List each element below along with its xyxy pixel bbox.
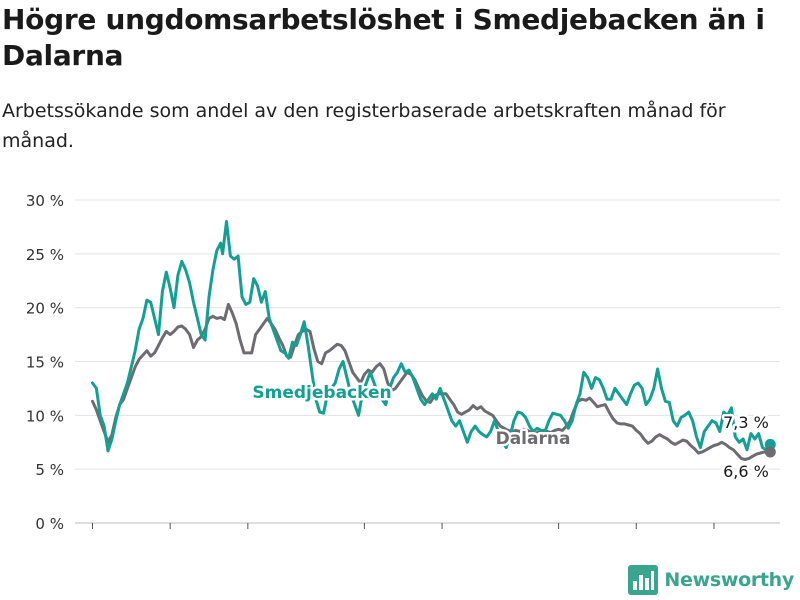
y-tick-label: 30 % — [26, 192, 64, 210]
x-tick-label: 2017 — [423, 539, 461, 540]
end-point-dalarna — [765, 446, 776, 457]
series-line-dalarna — [93, 304, 771, 459]
end-value-label-smedjebacken: 7,3 % — [723, 413, 769, 432]
x-tick-label: 2020 — [540, 539, 578, 540]
x-tick-label: 2008 — [73, 539, 111, 540]
y-tick-label: 20 % — [26, 300, 64, 318]
x-tick-label: 2022 — [617, 539, 655, 540]
y-tick-label: 0 % — [35, 515, 64, 533]
chart-title: Högre ungdomsarbetslöshet i Smedjebacken… — [2, 2, 800, 78]
chart-subtitle: Arbetssökande som andel av den registerb… — [2, 96, 792, 156]
series-line-smedjebacken — [93, 222, 771, 451]
x-tick-label: 2015 — [345, 539, 383, 540]
line-chart: 0 % 5 % 10 % 15 % 20 % 25 % 30 % 2008 2010 2012 20… — [0, 180, 800, 540]
x-tick-label: 2010 — [151, 539, 189, 540]
y-tick-label: 5 % — [35, 461, 64, 479]
y-tick-label: 25 % — [26, 246, 64, 264]
x-tick-label: 2024 — [695, 539, 733, 540]
series-label-smedjebacken: Smedjebacken — [252, 383, 391, 403]
series-label-dalarna: Dalarna — [496, 429, 571, 449]
brand-logo[interactable]: Newsworthy — [628, 562, 794, 598]
brand-name: Newsworthy — [664, 569, 794, 591]
end-value-label-dalarna: 6,6 % — [723, 462, 769, 481]
x-tick-label: 2012 — [229, 539, 267, 540]
y-tick-label: 15 % — [26, 354, 64, 372]
bar-chart-logo-icon — [628, 565, 658, 595]
y-tick-label: 10 % — [26, 407, 64, 425]
